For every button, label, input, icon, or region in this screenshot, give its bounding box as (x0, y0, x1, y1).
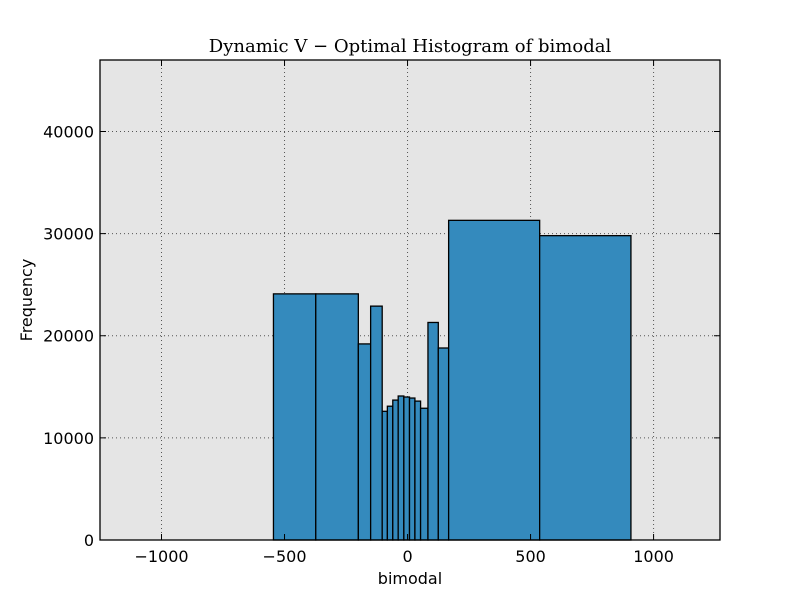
histogram-bar (447, 219, 541, 541)
x-tick-label: −500 (263, 547, 307, 566)
histogram-bar (397, 395, 405, 541)
y-tick-label: 30000 (43, 225, 94, 244)
histogram-bar (392, 399, 399, 541)
histogram-bar (381, 410, 389, 541)
histogram-bar (419, 407, 429, 541)
x-tick-label: −1000 (134, 547, 188, 566)
histogram-bar (427, 321, 439, 541)
x-tick-label: 500 (515, 547, 546, 566)
histogram-bar (357, 343, 372, 541)
y-tick-label: 20000 (43, 327, 94, 346)
y-tick-label: 40000 (43, 122, 94, 141)
histogram-bar (369, 305, 383, 541)
histogram-bar (408, 397, 416, 541)
chart-title: Dynamic V − Optimal Histogram of bimodal (209, 36, 612, 57)
x-axis-label: bimodal (378, 569, 442, 588)
histogram-bar (272, 293, 317, 541)
histogram-bar (437, 347, 450, 541)
histogram-bar (386, 405, 394, 541)
plot-frame (99, 59, 721, 541)
x-tick-label: 1000 (633, 547, 674, 566)
x-tick-label: 0 (402, 547, 412, 566)
y-tick-label: 10000 (43, 429, 94, 448)
histogram-bar (403, 396, 411, 541)
histogram-bar (539, 235, 632, 541)
histogram-bar (414, 400, 422, 541)
y-axis-label: Frequency (17, 259, 36, 342)
histogram-bars (272, 219, 632, 541)
histogram-bar (315, 293, 359, 541)
y-tick-label: 0 (84, 531, 94, 550)
